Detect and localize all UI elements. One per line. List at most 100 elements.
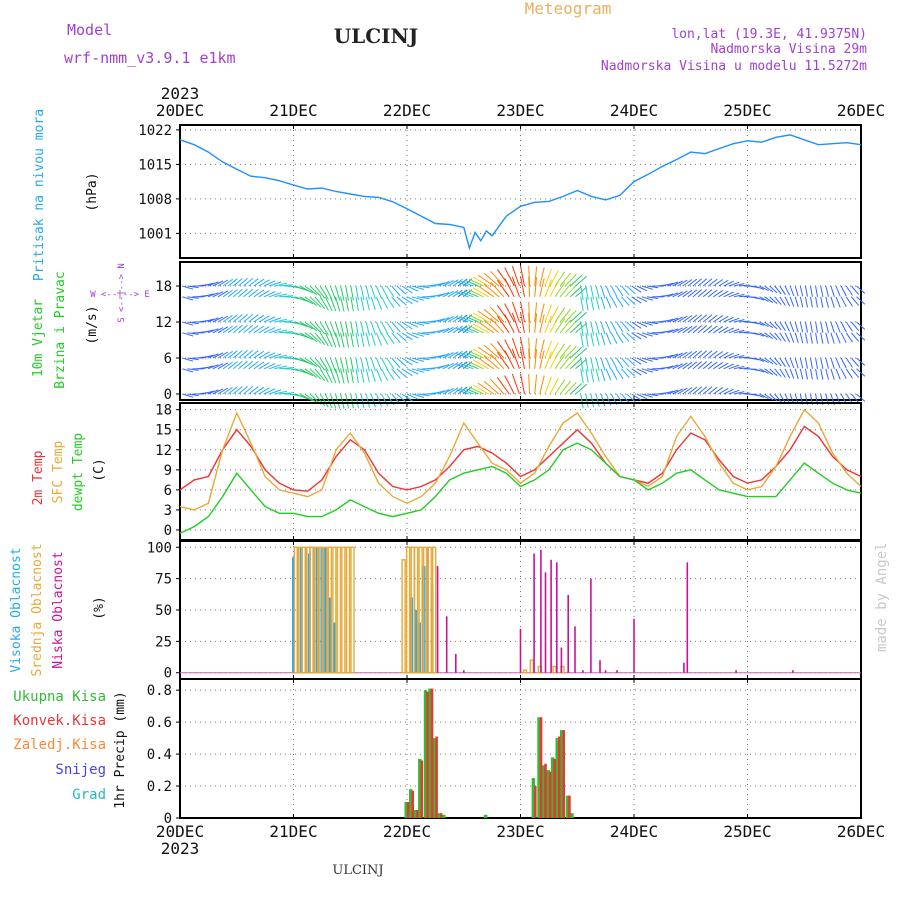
wind-barb	[365, 393, 370, 408]
wind-barb	[672, 327, 683, 334]
mid-cloud-bar	[418, 546, 423, 674]
total-precip-bar	[570, 813, 574, 818]
wind-barb	[248, 361, 259, 370]
wind-barb	[207, 353, 219, 359]
wind-barb	[335, 393, 341, 409]
wind-barb	[279, 295, 293, 298]
wind-barb	[263, 327, 276, 334]
wind-barb	[554, 354, 566, 370]
temp-title-1: 2m Temp	[31, 450, 46, 505]
wind-barb	[391, 332, 401, 343]
wind-barb	[595, 321, 600, 335]
mid-cloud-bar	[427, 546, 432, 674]
y-tick-label: 6	[164, 483, 172, 499]
credit-label: made by Angel	[874, 542, 890, 652]
wind-barb	[585, 285, 589, 300]
conv-precip-bar	[430, 688, 434, 818]
wind-barb	[825, 321, 829, 333]
wind-barb	[520, 348, 525, 369]
wind-barb	[299, 332, 314, 341]
wind-barb	[411, 296, 425, 301]
wind-barb	[360, 321, 365, 337]
wind-barb	[496, 315, 510, 334]
wind-barb	[304, 296, 318, 307]
wind-barb	[544, 351, 552, 369]
total-precip-bar	[560, 730, 564, 818]
wind-barb	[815, 332, 818, 344]
wind-barb	[851, 368, 860, 378]
wind-barb	[764, 393, 774, 401]
time-tick-top: 22DEC	[383, 101, 431, 120]
wind-barb	[309, 368, 322, 380]
wind-barb	[319, 285, 329, 300]
wind-barb	[738, 284, 750, 287]
wind-barb	[340, 285, 345, 301]
wind-barb	[667, 389, 679, 395]
wind-barb	[835, 321, 841, 333]
wind-barb	[697, 278, 708, 287]
wind-barb	[539, 278, 545, 297]
wind-barb	[496, 279, 510, 298]
wind-barb	[825, 285, 829, 297]
wind-barb	[595, 393, 600, 407]
wind-barb	[575, 311, 588, 323]
wind-barb	[437, 363, 450, 370]
wind-barb	[738, 392, 750, 395]
wind-barb	[238, 324, 248, 334]
wind-barb	[789, 368, 795, 379]
y-tick-label: 12	[155, 443, 172, 459]
wind-barb	[728, 364, 740, 370]
wind-barb	[590, 332, 595, 347]
wind-barb	[182, 357, 194, 362]
wind-barb	[713, 387, 724, 395]
wind-barb	[483, 283, 500, 298]
wind-barb	[559, 319, 572, 334]
wind-barb	[554, 379, 566, 395]
wind-barb	[856, 393, 866, 402]
wind-barb	[595, 296, 600, 310]
wind-barb	[340, 296, 345, 312]
wind-barb	[299, 357, 314, 366]
wind-barb	[779, 393, 786, 403]
wind-barb	[702, 361, 713, 370]
wind-barb	[702, 350, 713, 359]
wind-barb	[324, 296, 333, 312]
pressure-title: Pritisak na nivou mora	[32, 109, 47, 281]
wind-barb	[810, 368, 813, 380]
wind-barb	[784, 393, 791, 404]
wind-barb	[222, 289, 233, 298]
wind-barb	[490, 270, 505, 287]
wind-barb	[723, 280, 734, 287]
wind-barb	[432, 293, 445, 298]
wind-barb	[559, 308, 572, 323]
wind-barb	[238, 288, 248, 298]
conv-precip-bar	[562, 730, 565, 818]
wind-barb	[355, 332, 359, 348]
wind-barb	[520, 301, 525, 323]
wind-barb	[304, 285, 318, 296]
wind-barb	[769, 332, 778, 341]
wind-barb	[187, 296, 199, 299]
product-title: Meteogram	[525, 0, 612, 18]
wind-barb	[442, 316, 454, 323]
wind-barb	[386, 296, 395, 308]
year-top: 2023	[161, 84, 200, 103]
wind-barb	[738, 331, 750, 334]
mid-cloud-bar	[432, 546, 437, 674]
time-tick-bottom: 22DEC	[383, 822, 431, 841]
wind-barb	[274, 390, 288, 395]
wind-barb	[253, 361, 265, 370]
wind-barb	[707, 314, 718, 323]
wind-barb	[590, 285, 595, 300]
wind-barb	[564, 320, 577, 334]
conv-precip-bar	[553, 758, 556, 818]
wind-barb	[641, 321, 653, 326]
wind-barb	[647, 296, 659, 299]
wind-barb	[754, 393, 765, 398]
mid-cloud-bar	[350, 546, 355, 674]
wind-barb	[769, 296, 778, 305]
y-tick-label: 1022	[138, 123, 172, 139]
wind-barb	[830, 296, 835, 308]
wind-barb	[294, 285, 309, 292]
wind-barb	[539, 375, 545, 395]
